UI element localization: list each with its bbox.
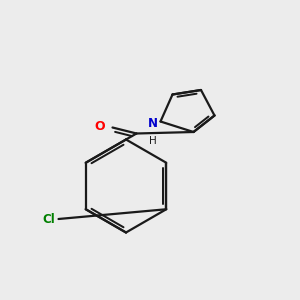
Text: O: O <box>94 120 105 133</box>
Text: Cl: Cl <box>43 213 56 226</box>
Text: N: N <box>148 117 158 130</box>
Text: H: H <box>149 136 157 146</box>
